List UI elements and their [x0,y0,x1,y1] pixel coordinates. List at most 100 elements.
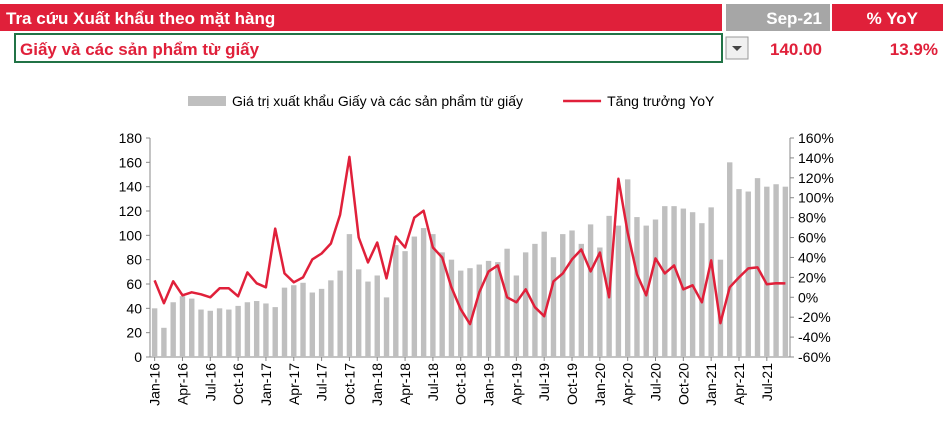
header-title: Tra cứu Xuất khẩu theo mặt hàng [6,9,275,28]
x-tick-label: Apr-16 [174,363,190,405]
legend-swatch [188,96,226,106]
x-tick-label: Apr-18 [397,363,413,405]
x-tick-label: Jul-21 [759,363,775,401]
bar [170,302,176,357]
bar [532,243,538,357]
bar [541,231,547,357]
period-cell [726,4,830,31]
selector-value: 140.00 [770,40,822,59]
x-tick-label: Jul-20 [648,363,664,401]
x-tick-label: Jan-17 [258,363,274,406]
selector-yoy: 13.9% [890,40,938,59]
bar [550,257,557,357]
legend-label: Giá trị xuất khẩu Giấy và các sản phẩm t… [232,93,523,109]
bar [244,302,251,357]
bar [281,287,288,357]
bar [624,179,631,357]
x-tick-label: Jul-18 [425,363,441,401]
bar [495,262,501,357]
bar [420,228,427,357]
bar [522,252,529,357]
bar [383,297,390,357]
bar [773,184,779,357]
bar [207,310,213,357]
x-tick-label: Jan-20 [592,363,608,406]
bar [560,234,566,357]
bar [328,280,334,357]
y2-tick-label: 0% [798,289,818,305]
bar [448,259,455,357]
bar [587,224,594,357]
bar [671,206,677,357]
bar [346,234,353,357]
bar [699,223,705,357]
bar [411,236,418,357]
bar [569,230,575,357]
bar [355,269,362,357]
yoy-header: % YoY [867,9,919,28]
bar [402,251,408,357]
bar [300,282,306,357]
y-tick-label: 100 [119,227,143,243]
x-tick-label: Apr-21 [731,363,747,405]
x-tick-label: Jan-19 [481,363,497,406]
bar [263,303,269,357]
x-tick-label: Jan-21 [703,363,719,406]
bar [291,285,297,357]
x-tick-label: Jan-16 [147,363,163,406]
bar [189,298,195,357]
y2-tick-label: 60% [798,230,826,246]
bar [216,308,223,357]
bar [597,247,603,357]
x-tick-label: Apr-20 [620,363,636,405]
selector-box[interactable] [14,33,723,63]
bar [736,189,742,357]
selector-item[interactable]: Giấy và các sản phẩm từ giấy [20,40,260,59]
y2-tick-label: -40% [798,329,831,345]
y2-tick-label: -20% [798,309,831,325]
bar [578,243,585,357]
y-tick-label: 40 [126,300,142,316]
y-tick-label: 20 [126,325,142,341]
y-tick-label: 120 [119,203,143,219]
yoy-cell [832,4,943,31]
bar [782,186,789,357]
x-tick-label: Jul-17 [314,363,330,401]
dropdown-arrow [732,46,742,51]
bar [745,191,751,357]
bar [717,259,724,357]
bar [708,207,714,357]
bar [439,252,445,357]
x-tick-label: Jan-18 [369,363,385,406]
bar [309,292,316,357]
y-tick-label: 80 [126,252,142,268]
bar [318,288,325,357]
chart: 0 20 40 60 80 100 120 140 160 180 -60% -40% -20% 0% 20… [119,93,834,406]
bar [504,248,510,357]
bar [615,225,622,357]
y2-tick-label: 160% [798,130,834,146]
y-tick-label: 160 [119,154,143,170]
y2-tick-label: 100% [798,190,834,206]
x-tick-label: Oct-20 [675,363,691,405]
bar [151,308,158,357]
x-tick-label: Oct-19 [564,363,580,405]
x-tick-label: Jul-19 [536,363,552,401]
bar [179,296,186,357]
bar [198,309,204,357]
bar [226,309,232,357]
y2-tick-label: 140% [798,150,834,166]
bar [374,275,380,357]
header-bar [0,4,722,31]
y2-tick-label: 40% [798,249,826,265]
x-tick-label: Oct-16 [230,363,246,405]
bar [634,217,640,357]
x-tick-label: Apr-19 [508,363,524,405]
x-tick-label: Oct-17 [341,363,357,405]
x-tick-label: Jul-16 [202,363,218,401]
bar [161,327,167,357]
y-tick-label: 180 [119,130,143,146]
bar [458,270,464,357]
y2-tick-label: 20% [798,269,826,285]
x-tick-label: Oct-18 [453,363,469,405]
